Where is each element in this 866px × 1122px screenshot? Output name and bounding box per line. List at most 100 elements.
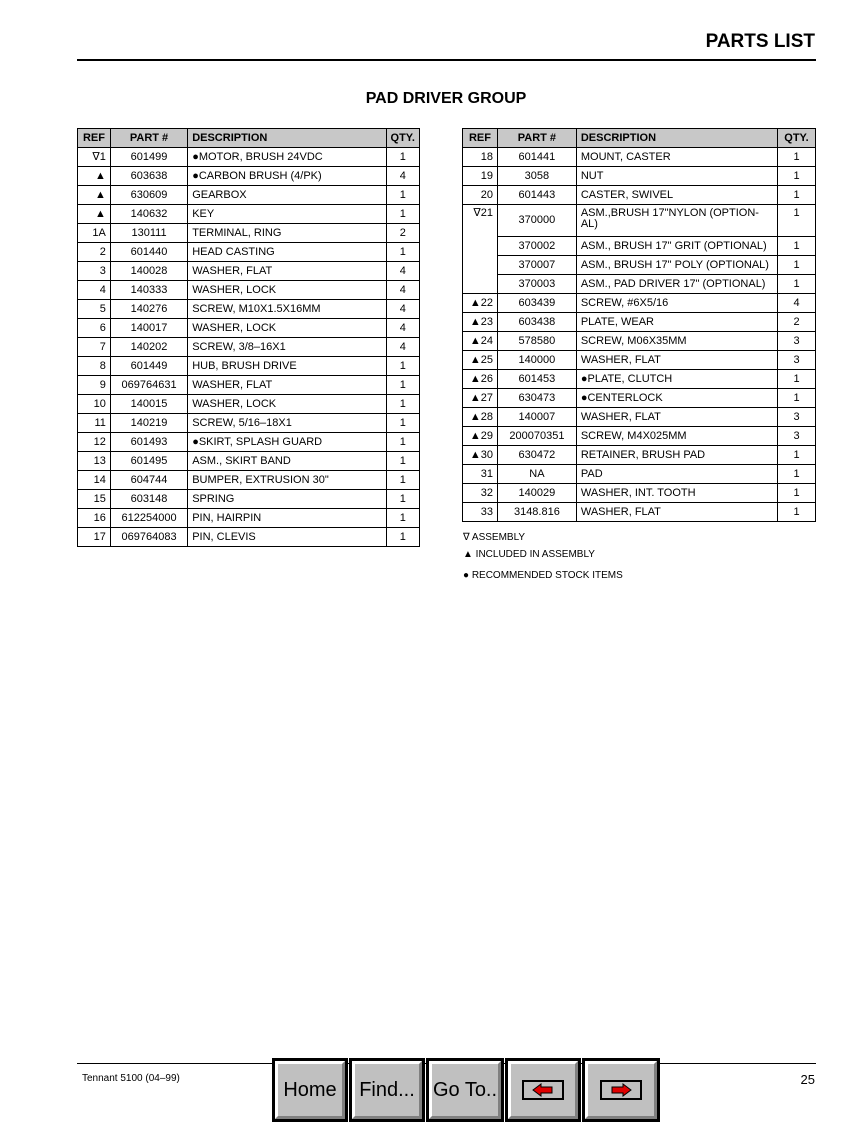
description-cell: ASM., BRUSH 17" GRIT (OPTIONAL) (575, 236, 779, 256)
qty-cell: 4 (777, 293, 816, 313)
qty-cell: 1 (777, 445, 816, 465)
ref-cell: ▲25 (462, 350, 498, 370)
ref-cell: ∇21 (462, 204, 498, 294)
description-cell: MOUNT, CASTER (575, 147, 779, 167)
qty-cell: 1 (385, 356, 421, 376)
table-row: 15 603148 SPRING 1 (77, 489, 421, 509)
table-row: 12 601493 ●SKIRT, SPLASH GUARD 1 (77, 432, 421, 452)
table-row: ▲30 630472 RETAINER, BRUSH PAD 1 (462, 445, 816, 465)
legend-included: ▲ INCLUDED IN ASSEMBLY (463, 549, 595, 560)
home-button[interactable]: Home (272, 1058, 348, 1122)
qty-cell: 2 (385, 223, 421, 243)
part-number-cell: 370000 (496, 204, 577, 237)
ref-cell: 10 (77, 394, 111, 414)
ref-cell: 1A (77, 223, 111, 243)
ref-cell: 31 (462, 464, 498, 484)
table-row: 4 140333 WASHER, LOCK 4 (77, 280, 421, 300)
part-number-cell: 140219 (109, 413, 189, 433)
qty-cell: 4 (385, 280, 421, 300)
description-cell: ●PLATE, CLUTCH (575, 369, 779, 389)
qty-cell: 1 (385, 242, 421, 262)
qty-cell: 4 (385, 261, 421, 281)
table-row: ▲23 603438 PLATE, WEAR 2 (462, 312, 816, 332)
qty-cell: 4 (385, 318, 421, 338)
qty-cell: 2 (777, 312, 816, 332)
part-number-cell: 630472 (496, 445, 577, 465)
left-arrow-icon (522, 1080, 564, 1100)
ref-cell: ∇1 (77, 147, 111, 167)
table-row: ∇1 601499 ●MOTOR, BRUSH 24VDC 1 (77, 147, 421, 167)
ref-cell: 5 (77, 299, 111, 319)
table-row: ▲27 630473 ●CENTERLOCK 1 (462, 388, 816, 408)
description-cell: SCREW, 3/8–16X1 (187, 337, 387, 357)
description-cell: ●CENTERLOCK (575, 388, 779, 408)
table-row: 20 601443 CASTER, SWIVEL 1 (462, 185, 816, 205)
description-cell: NUT (575, 166, 779, 186)
qty-cell: 3 (777, 350, 816, 370)
part-number-cell: 603148 (109, 489, 189, 509)
description-cell: SCREW, #6X5/16 (575, 293, 779, 313)
qty-cell: 1 (777, 166, 816, 186)
table-row: 11 140219 SCREW, 5/16–18X1 1 (77, 413, 421, 433)
description-cell: PAD (575, 464, 779, 484)
ref-cell: ▲28 (462, 407, 498, 427)
part-number-cell: 603638 (109, 166, 189, 186)
qty-cell: 4 (385, 337, 421, 357)
ref-cell: 9 (77, 375, 111, 395)
table-row: 7 140202 SCREW, 3/8–16X1 4 (77, 337, 421, 357)
part-number-cell: 140029 (496, 483, 577, 503)
table-row: 18 601441 MOUNT, CASTER 1 (462, 147, 816, 167)
ref-cell: 12 (77, 432, 111, 452)
table-row: 9 069764631 WASHER, FLAT 1 (77, 375, 421, 395)
qty-cell: 3 (777, 407, 816, 427)
qty-cell: 1 (777, 236, 816, 256)
part-number-cell: 578580 (496, 331, 577, 351)
qty-cell: 1 (385, 185, 421, 205)
previous-page-button[interactable] (505, 1058, 581, 1122)
ref-cell: ▲24 (462, 331, 498, 351)
goto-button[interactable]: Go To.. (426, 1058, 504, 1122)
qty-cell: 1 (385, 375, 421, 395)
next-page-button[interactable] (582, 1058, 660, 1122)
qty-cell: 1 (777, 185, 816, 205)
qty-cell: 1 (385, 432, 421, 452)
table-row: 31 NA PAD 1 (462, 464, 816, 484)
qty-cell: 1 (385, 204, 421, 224)
find-label: Find... (352, 1061, 422, 1119)
table-row: ▲25 140000 WASHER, FLAT 3 (462, 350, 816, 370)
qty-cell: 1 (777, 483, 816, 503)
ref-cell: ▲22 (462, 293, 498, 313)
part-number-cell: 3058 (496, 166, 577, 186)
find-button[interactable]: Find... (349, 1058, 425, 1122)
table-row: 2 601440 HEAD CASTING 1 (77, 242, 421, 262)
col-ref: REF (462, 128, 498, 148)
description-cell: WASHER, LOCK (187, 280, 387, 300)
part-number-cell: 069764631 (109, 375, 189, 395)
part-number-cell: 601453 (496, 369, 577, 389)
table-row: 5 140276 SCREW, M10X1.5X16MM 4 (77, 299, 421, 319)
table-row: 370003 ASM., PAD DRIVER 17" (OPTIONAL) 1 (463, 274, 816, 294)
description-cell: PIN, HAIRPIN (187, 508, 387, 528)
description-cell: KEY (187, 204, 387, 224)
description-cell: ●CARBON BRUSH (4/PK) (187, 166, 387, 186)
legend-recommended: ● RECOMMENDED STOCK ITEMS (463, 570, 623, 581)
description-cell: ●SKIRT, SPLASH GUARD (187, 432, 387, 452)
part-number-cell: 601443 (496, 185, 577, 205)
ref-cell: ▲26 (462, 369, 498, 389)
part-number-cell: 069764083 (109, 527, 189, 547)
table-row: ▲ 630609 GEARBOX 1 (77, 185, 421, 205)
description-cell: ASM., SKIRT BAND (187, 451, 387, 471)
description-cell: WASHER, LOCK (187, 318, 387, 338)
table-row: 32 140029 WASHER, INT. TOOTH 1 (462, 483, 816, 503)
qty-cell: 1 (385, 147, 421, 167)
description-cell: RETAINER, BRUSH PAD (575, 445, 779, 465)
ref-cell: 17 (77, 527, 111, 547)
table-row: 8 601449 HUB, BRUSH DRIVE 1 (77, 356, 421, 376)
legend-assembly: ∇ ASSEMBLY (463, 532, 526, 543)
qty-cell: 1 (385, 413, 421, 433)
qty-cell: 1 (385, 489, 421, 509)
description-cell: SCREW, M06X35MM (575, 331, 779, 351)
description-cell: ASM., PAD DRIVER 17" (OPTIONAL) (575, 274, 779, 294)
qty-cell: 1 (777, 369, 816, 389)
description-cell: HUB, BRUSH DRIVE (187, 356, 387, 376)
